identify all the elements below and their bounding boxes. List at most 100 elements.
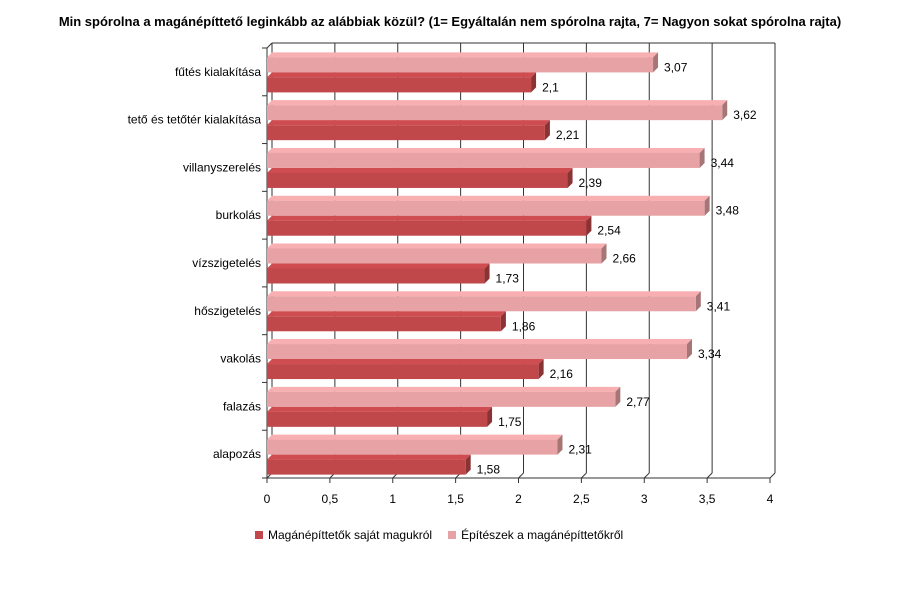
bar-top: [267, 215, 592, 221]
category-label: fűtés kialakítása: [175, 65, 261, 79]
x-tick-label: 3,5: [699, 492, 716, 506]
x-tick-label: 1: [389, 492, 396, 506]
bar-side: [695, 291, 701, 312]
bar-side: [704, 195, 710, 216]
data-label: 1,75: [498, 415, 522, 429]
bar: [267, 364, 539, 380]
category-label: hőszigetelés: [194, 304, 261, 318]
bar-side: [687, 339, 693, 360]
bar: [267, 220, 587, 236]
legend-swatch-architects: [448, 531, 457, 539]
legend-item-own: Magánépíttetők saját magukról: [255, 528, 432, 542]
bar-side: [538, 359, 544, 380]
gridline-floor: [643, 472, 650, 479]
bar-side: [484, 263, 490, 284]
legend-label-own: Magánépíttetők saját magukról: [268, 528, 433, 542]
bar: [267, 411, 488, 427]
x-tick-label: 2: [515, 492, 522, 506]
bar: [267, 439, 558, 455]
bar-side: [653, 52, 659, 73]
bar-top: [267, 167, 573, 173]
chart-title: Min spórolna a magánépíttető leginkább a…: [58, 14, 842, 29]
x-tick-label: 0: [264, 492, 271, 506]
bar-top: [267, 291, 701, 297]
bar-side: [500, 311, 506, 332]
bar-top: [267, 147, 705, 153]
data-label: 3,48: [716, 204, 740, 218]
chart-legend: Magánépíttetők saját magukról Építészek …: [255, 528, 623, 542]
bar: [267, 172, 568, 188]
bar-side: [601, 243, 607, 264]
bar-side: [531, 72, 537, 93]
bar-top: [267, 72, 537, 78]
axis-corner: [266, 42, 273, 49]
bar: [267, 268, 485, 284]
bar: [267, 57, 654, 73]
data-label: 2,31: [568, 443, 592, 457]
bar-top: [267, 52, 659, 58]
bar-side: [487, 406, 493, 427]
gridline-floor: [706, 472, 713, 479]
legend-item-architects: Építészek a magánépíttetőkről: [448, 528, 623, 542]
bar-top: [267, 311, 506, 317]
bar: [267, 77, 532, 93]
bar: [267, 344, 688, 360]
legend-swatch-own: [255, 531, 263, 539]
bar-top: [267, 100, 728, 106]
gridline-floor: [518, 472, 524, 479]
category-label: burkolás: [216, 208, 261, 222]
bar-side: [544, 120, 550, 141]
bar-top: [267, 454, 471, 460]
bar-side: [567, 167, 573, 188]
category-label: tető és tetőtér kialakítása: [128, 113, 262, 127]
bar-side: [615, 386, 621, 407]
x-tick-label: 4: [767, 492, 774, 506]
bar-top: [267, 339, 693, 345]
bar: [267, 125, 545, 141]
data-label: 2,16: [550, 367, 574, 381]
bar-top: [267, 359, 544, 365]
gridline-floor: [769, 472, 776, 479]
legend-label-architects: Építészek a magánépíttetőkről: [461, 528, 624, 542]
data-label: 3,44: [711, 156, 735, 170]
x-tick-label: 3: [641, 492, 648, 506]
bar-top: [267, 243, 607, 249]
data-label: 3,07: [664, 60, 688, 74]
bar-side: [557, 434, 563, 455]
bar-side: [699, 147, 705, 168]
data-label: 2,54: [597, 224, 621, 238]
bar: [267, 391, 616, 407]
bar: [267, 200, 705, 216]
x-tick-label: 0,5: [322, 492, 339, 506]
bar-top: [267, 386, 621, 392]
gridline-floor: [581, 472, 587, 479]
bar: [267, 296, 696, 312]
bar-top: [267, 120, 550, 126]
bar-side: [465, 454, 471, 475]
bar: [267, 459, 466, 475]
bar-top: [267, 195, 710, 201]
bar-top: [267, 406, 493, 412]
bar-side: [722, 100, 728, 121]
bar-side: [586, 215, 592, 236]
data-label: 2,77: [626, 395, 650, 409]
bar: [267, 248, 602, 264]
category-label: alapozás: [213, 447, 261, 461]
category-label: villanyszerelés: [183, 160, 261, 174]
bar-top: [267, 263, 490, 269]
category-label: vízszigetelés: [192, 256, 261, 270]
category-label: vakolás: [220, 352, 261, 366]
data-label: 3,34: [698, 347, 722, 361]
x-tick-label: 2,5: [573, 492, 590, 506]
bar: [267, 316, 501, 332]
data-label: 2,66: [612, 252, 636, 266]
data-label: 1,86: [512, 319, 536, 333]
x-tick-label: 1,5: [447, 492, 464, 506]
data-label: 1,73: [496, 272, 520, 286]
bar: [267, 152, 700, 168]
bar-top: [267, 434, 563, 440]
data-label: 3,62: [733, 108, 757, 122]
category-label: falazás: [223, 399, 261, 413]
bar: [267, 105, 723, 121]
